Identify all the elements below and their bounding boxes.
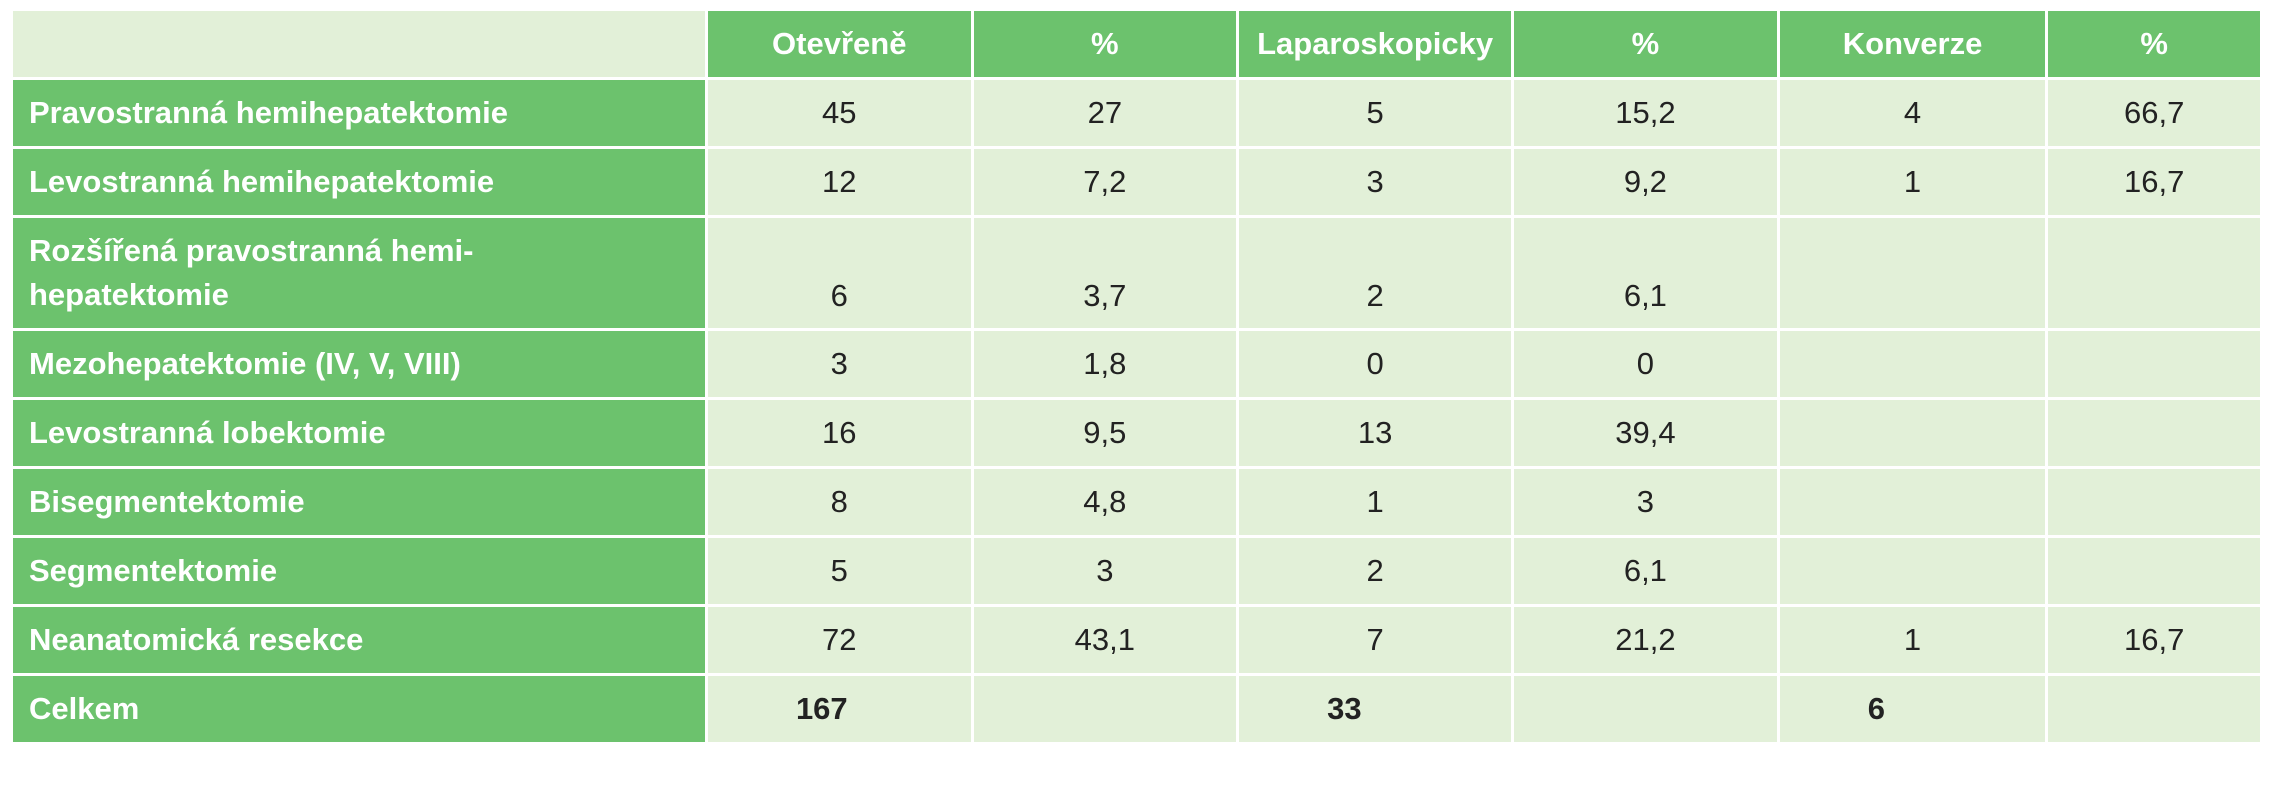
row-label: Levostranná hemihepatektomie: [13, 149, 705, 215]
total-cell: [973, 676, 1237, 742]
table-cell: 2: [1239, 218, 1512, 328]
table-cell: 16,7: [2048, 149, 2260, 215]
total-cell: 6: [1779, 676, 2046, 742]
table-cell: 6,1: [1514, 538, 1777, 604]
table-cell: 21,2: [1514, 607, 1777, 673]
table-container: Otevřeně % Laparoskopicky % Konverze % P…: [10, 8, 2263, 745]
table-cell: 3: [1514, 469, 1777, 535]
table-cell: [2048, 400, 2260, 466]
table-cell: 39,4: [1514, 400, 1777, 466]
column-header-percent: %: [973, 11, 1237, 77]
table-cell: 27: [973, 80, 1237, 146]
row-label: Neanatomická resekce: [13, 607, 705, 673]
column-header-laparoskopicky: Laparoskopicky: [1239, 11, 1512, 77]
table-cell: 15,2: [1514, 80, 1777, 146]
table-cell: 1,8: [973, 331, 1237, 397]
table-cell: 3: [973, 538, 1237, 604]
table-cell: 9,5: [973, 400, 1237, 466]
table-cell: 7: [1239, 607, 1512, 673]
table-cell: 2: [1239, 538, 1512, 604]
table-cell: 3: [1239, 149, 1512, 215]
table-cell: [1779, 400, 2046, 466]
column-header-percent: %: [2048, 11, 2260, 77]
table-cell: 1: [1779, 607, 2046, 673]
table-cell: 12: [707, 149, 971, 215]
table-cell: 3: [707, 331, 971, 397]
row-label-line: Rozšířená pravostranná hemi-: [29, 233, 474, 268]
corner-cell: [13, 11, 705, 77]
table-cell: [1779, 538, 2046, 604]
table-cell: [2048, 538, 2260, 604]
table-cell: 5: [707, 538, 971, 604]
table-cell: 4,8: [973, 469, 1237, 535]
row-label: Rozšířená pravostranná hemi-hepatektomie: [13, 218, 705, 328]
table-cell: 72: [707, 607, 971, 673]
total-label: Celkem: [13, 676, 705, 742]
table-cell: 45: [707, 80, 971, 146]
table-row: Rozšířená pravostranná hemi-hepatektomie…: [13, 218, 2260, 328]
column-header-konverze: Konverze: [1779, 11, 2046, 77]
row-label: Segmentektomie: [13, 538, 705, 604]
table-cell: 43,1: [973, 607, 1237, 673]
table-cell: [1779, 218, 2046, 328]
column-header-otevrene: Otevřeně: [707, 11, 971, 77]
table-cell: 1: [1239, 469, 1512, 535]
table-cell: 66,7: [2048, 80, 2260, 146]
table-row: Mezohepatektomie (IV, V, VIII) 3 1,8 0 0: [13, 331, 2260, 397]
table-row: Pravostranná hemihepatektomie 45 27 5 15…: [13, 80, 2260, 146]
row-label-line: hepatektomie: [29, 277, 229, 312]
total-cell: [2048, 676, 2260, 742]
data-table: Otevřeně % Laparoskopicky % Konverze % P…: [10, 8, 2263, 745]
column-header-percent: %: [1514, 11, 1777, 77]
table-cell: [1779, 469, 2046, 535]
table-cell: 5: [1239, 80, 1512, 146]
table-cell: 8: [707, 469, 971, 535]
table-cell: 0: [1239, 331, 1512, 397]
table-cell: 0: [1514, 331, 1777, 397]
table-cell: 16,7: [2048, 607, 2260, 673]
table-cell: 4: [1779, 80, 2046, 146]
total-cell: 167: [707, 676, 971, 742]
table-row: Neanatomická resekce 72 43,1 7 21,2 1 16…: [13, 607, 2260, 673]
row-label: Levostranná lobektomie: [13, 400, 705, 466]
table-cell: 3,7: [973, 218, 1237, 328]
table-cell: 9,2: [1514, 149, 1777, 215]
table-cell: [2048, 469, 2260, 535]
table-cell: 7,2: [973, 149, 1237, 215]
table-cell: 6: [707, 218, 971, 328]
header-row: Otevřeně % Laparoskopicky % Konverze %: [13, 11, 2260, 77]
total-row: Celkem 167 33 6: [13, 676, 2260, 742]
table-cell: [2048, 331, 2260, 397]
table-row: Bisegmentektomie 8 4,8 1 3: [13, 469, 2260, 535]
table-row: Levostranná hemihepatektomie 12 7,2 3 9,…: [13, 149, 2260, 215]
row-label: Pravostranná hemihepatektomie: [13, 80, 705, 146]
total-cell: [1514, 676, 1777, 742]
table-row: Levostranná lobektomie 16 9,5 13 39,4: [13, 400, 2260, 466]
table-cell: 13: [1239, 400, 1512, 466]
table-cell: 1: [1779, 149, 2046, 215]
table-cell: 16: [707, 400, 971, 466]
table-cell: [2048, 218, 2260, 328]
row-label: Bisegmentektomie: [13, 469, 705, 535]
table-cell: 6,1: [1514, 218, 1777, 328]
table-row: Segmentektomie 5 3 2 6,1: [13, 538, 2260, 604]
table-cell: [1779, 331, 2046, 397]
total-cell: 33: [1239, 676, 1512, 742]
row-label: Mezohepatektomie (IV, V, VIII): [13, 331, 705, 397]
